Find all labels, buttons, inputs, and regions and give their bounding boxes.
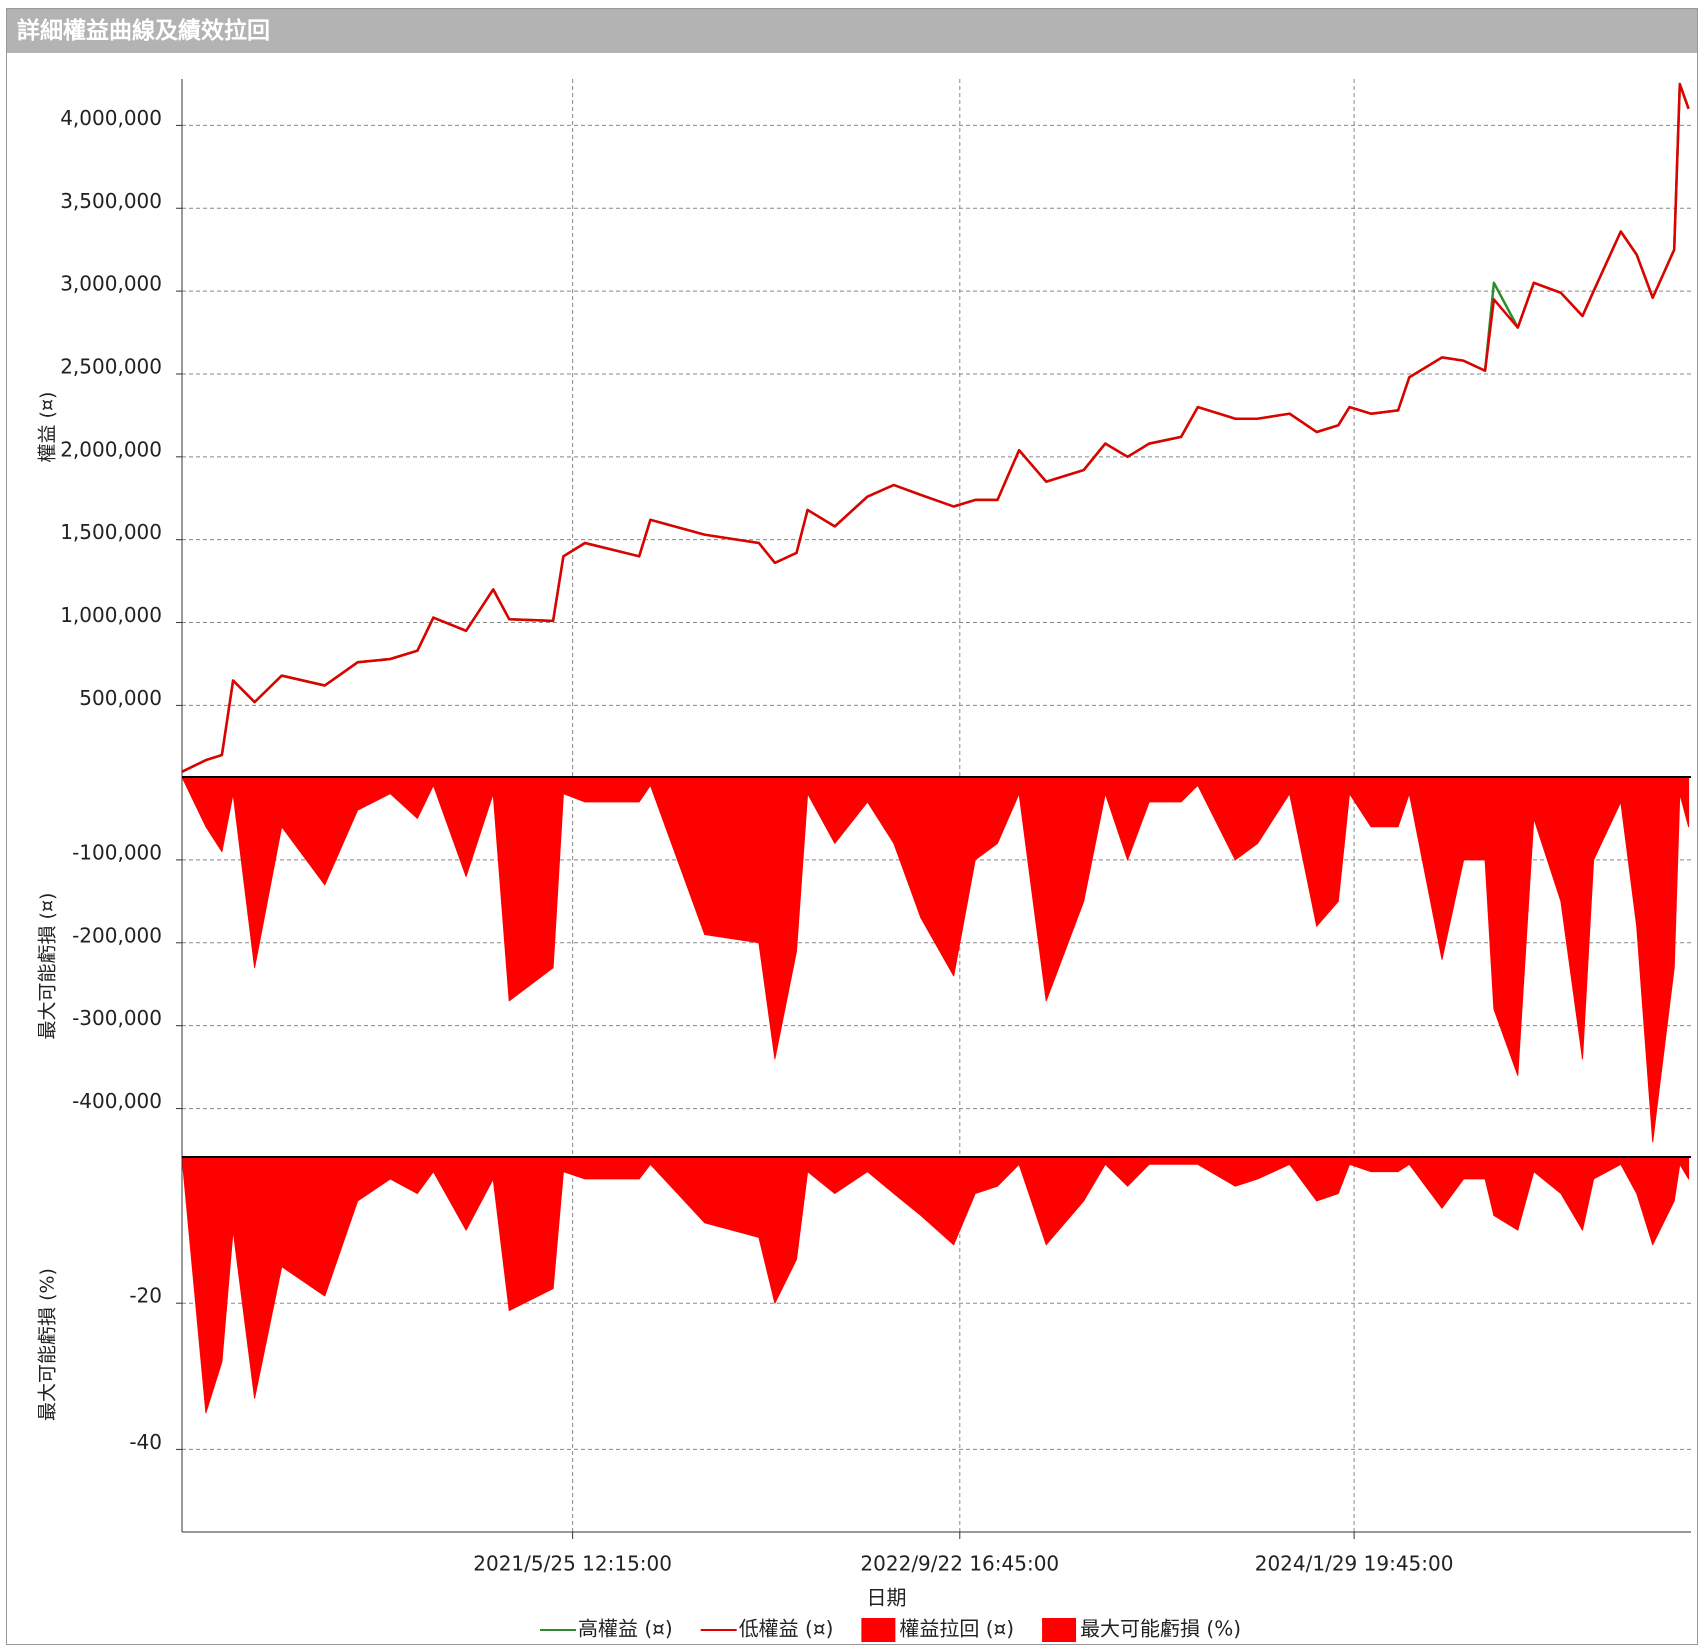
y-tick-label: -40 — [129, 1430, 162, 1454]
line — [181, 82, 1690, 773]
window: 詳細權益曲線及績效拉回 — [6, 8, 1698, 1645]
y-tick-label: -100,000 — [72, 840, 162, 864]
legend-label: 高權益 (¤) — [578, 1617, 673, 1641]
y-axis-label: 最大可能虧損 (¤) — [37, 893, 59, 1040]
y-tick-label: 2,500,000 — [60, 354, 162, 378]
y-tick-label: 3,000,000 — [60, 272, 162, 296]
x-axis-label: 日期 — [867, 1586, 907, 1610]
legend-label: 低權益 (¤) — [739, 1617, 834, 1641]
y-tick-label: 4,000,000 — [60, 106, 162, 130]
window-title: 詳細權益曲線及績效拉回 — [7, 9, 1697, 53]
x-tick-label: 2024/1/29 19:45:00 — [1255, 1552, 1454, 1576]
legend-swatch — [1042, 1618, 1077, 1642]
y-tick-label: 1,000,000 — [60, 603, 162, 627]
y-tick-label: -200,000 — [72, 923, 162, 947]
y-tick-label: 500,000 — [79, 686, 162, 710]
x-tick-label: 2022/9/22 16:45:00 — [860, 1552, 1059, 1576]
area — [181, 1156, 1690, 1414]
y-tick-label: -400,000 — [72, 1089, 162, 1113]
line — [181, 82, 1690, 773]
y-axis-label: 權益 (¤) — [37, 392, 59, 463]
x-tick-label: 2021/5/25 12:15:00 — [473, 1552, 672, 1576]
legend-label: 最大可能虧損 (%) — [1080, 1617, 1241, 1641]
legend-swatch — [861, 1618, 896, 1642]
y-tick-label: 3,500,000 — [60, 189, 162, 213]
y-tick-label: -20 — [129, 1284, 162, 1308]
y-tick-label: 1,500,000 — [60, 520, 162, 544]
y-tick-label: 2,000,000 — [60, 437, 162, 461]
y-axis-label: 最大可能虧損 (%) — [37, 1268, 59, 1421]
y-tick-label: -300,000 — [72, 1006, 162, 1030]
area — [181, 776, 1690, 1143]
legend-label: 權益拉回 (¤) — [899, 1617, 1014, 1641]
